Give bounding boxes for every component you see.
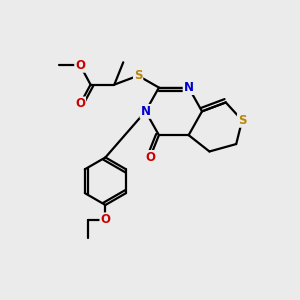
Text: N: N: [184, 81, 194, 94]
Text: O: O: [75, 59, 85, 72]
Text: S: S: [238, 114, 246, 127]
Text: S: S: [134, 69, 142, 82]
Text: O: O: [100, 213, 110, 226]
Text: O: O: [145, 151, 155, 164]
Text: O: O: [75, 98, 85, 110]
Text: N: N: [140, 105, 151, 118]
